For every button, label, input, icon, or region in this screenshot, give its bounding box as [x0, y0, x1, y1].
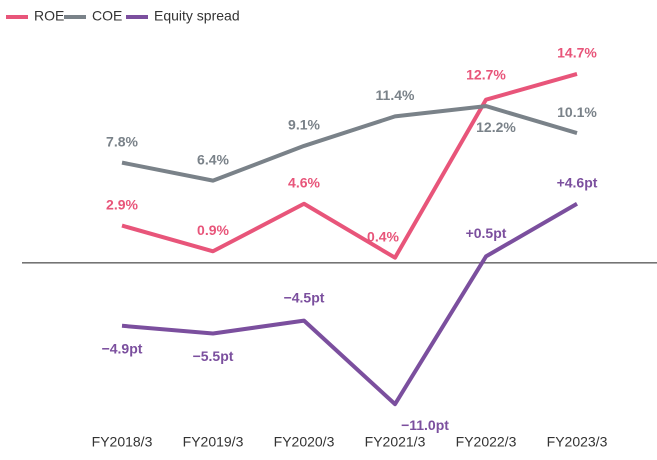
data-label: 0.9%	[197, 222, 229, 238]
data-label: 9.1%	[288, 117, 320, 133]
data-label: 12.2%	[476, 119, 516, 135]
series-line	[121, 104, 578, 183]
data-label: −11.0pt	[401, 417, 449, 433]
data-label: −5.5pt	[193, 348, 234, 364]
series-line	[121, 72, 578, 260]
data-label: 14.7%	[557, 45, 597, 61]
x-tick-label: FY2021/3	[365, 434, 426, 450]
data-label: 10.1%	[557, 104, 597, 120]
data-label: 6.4%	[197, 151, 229, 167]
x-tick-label: FY2020/3	[274, 434, 335, 450]
x-tick-label: FY2018/3	[92, 434, 153, 450]
data-label: 2.9%	[106, 196, 138, 212]
data-label: 7.8%	[106, 133, 138, 149]
x-tick-label: FY2019/3	[183, 434, 244, 450]
data-label: 11.4%	[376, 87, 415, 103]
data-label: +0.5pt	[466, 225, 507, 241]
data-label: −4.5pt	[284, 289, 325, 305]
legend-label: COE	[92, 8, 122, 24]
data-label: 0.4%	[367, 228, 399, 244]
x-tick-label: FY2022/3	[456, 434, 517, 450]
series-line	[121, 202, 579, 407]
data-label: −4.9pt	[102, 340, 143, 356]
data-label: 4.6%	[288, 174, 320, 190]
legend-label: ROE	[34, 8, 64, 24]
x-tick-label: FY2023/3	[547, 434, 608, 450]
data-label: +4.6pt	[557, 174, 598, 190]
legend-label: Equity spread	[154, 8, 240, 24]
data-label: 12.7%	[466, 66, 506, 82]
